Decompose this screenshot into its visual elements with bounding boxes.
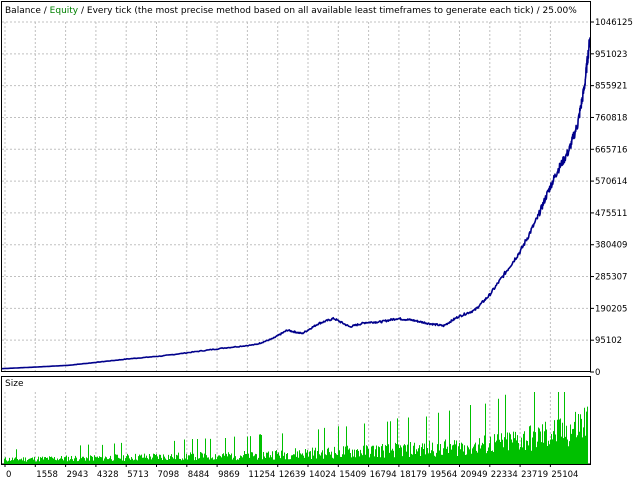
equity-legend: Equity — [50, 6, 79, 16]
x-tick-label: 16794 — [370, 470, 397, 480]
x-tick-label: 25104 — [551, 470, 578, 480]
size-label: Size — [5, 379, 24, 389]
main-frame — [1, 1, 591, 372]
y-tick-label: 951023 — [595, 50, 627, 60]
y-tick-label: 855921 — [595, 82, 627, 92]
x-tick-label: 19564 — [430, 470, 457, 480]
x-tick-label: 7098 — [158, 470, 180, 480]
y-tick-label: 380409 — [595, 241, 627, 251]
y-tick-label: 190205 — [595, 304, 627, 314]
test-description: / Every tick (the most precise method ba… — [78, 6, 577, 16]
x-tick-label: 9869 — [218, 470, 240, 480]
y-tick-label: 95102 — [595, 336, 622, 346]
balance-line — [1, 37, 591, 370]
x-axis-ticks: 0 1558 2943 4328 5713 7098 8484 9869 11254 12639 1… — [4, 464, 578, 480]
x-tick-label: 15409 — [339, 470, 366, 480]
x-tick-label: 22334 — [491, 470, 518, 480]
y-tick-label: 760818 — [595, 113, 627, 123]
y-tick-label: 0 — [595, 368, 600, 378]
x-tick-label: 1558 — [36, 470, 58, 480]
x-tick-label: 14024 — [309, 470, 336, 480]
x-tick-label: 12639 — [279, 470, 306, 480]
y-tick-label: 1046125 — [595, 18, 633, 28]
x-tick-label: 2943 — [67, 470, 89, 480]
balance-legend: Balance — [5, 6, 41, 16]
y-tick-label: 570614 — [595, 177, 627, 187]
x-tick-label: 0 — [6, 470, 11, 480]
chart-header: Balance / Equity / Every tick (the most … — [5, 6, 577, 16]
x-tick-label: 5713 — [127, 470, 149, 480]
y-tick-label: 665716 — [595, 145, 627, 155]
x-tick-label: 8484 — [188, 470, 210, 480]
x-tick-label: 18179 — [400, 470, 427, 480]
volume-bars — [4, 392, 588, 464]
y-tick-label: 475511 — [595, 209, 627, 219]
legend-separator: / — [41, 6, 50, 16]
x-tick-label: 20949 — [461, 470, 488, 480]
x-tick-label: 4328 — [97, 470, 119, 480]
y-axis-ticks: 1046125 951023 855921 760818 665716 570614 475… — [590, 18, 633, 378]
size-frame — [1, 376, 591, 465]
x-tick-label: 11254 — [248, 470, 275, 480]
y-tick-label: 285307 — [595, 273, 627, 283]
main-grid — [2, 21, 590, 372]
x-tick-label: 23719 — [521, 470, 548, 480]
